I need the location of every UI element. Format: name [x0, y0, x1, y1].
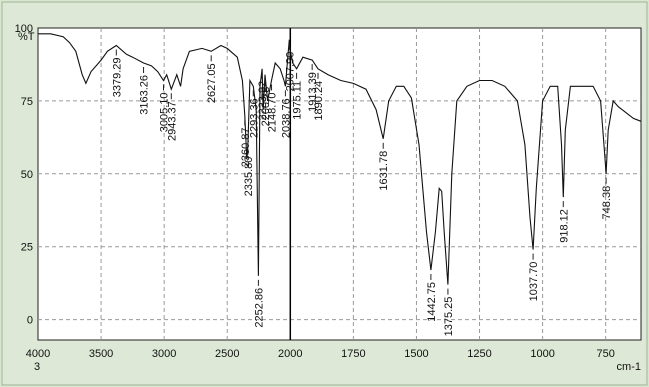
peak-label: 3379.29: [111, 57, 123, 97]
peak-label: 2038.76: [280, 98, 292, 138]
y-tick-label: 50: [21, 169, 33, 181]
x-tick-label: 2500: [215, 348, 239, 360]
peak-label: 1975.11: [292, 81, 304, 120]
peak-label: 918.12: [558, 209, 570, 243]
x-tick-label: 1250: [467, 348, 491, 360]
x-tick-label: 750: [596, 348, 614, 360]
x-tick-label: 1750: [341, 348, 365, 360]
peak-label: 3163.26: [139, 75, 151, 115]
x-tick-label: 1000: [530, 348, 554, 360]
y-tick-label: 25: [21, 242, 33, 254]
y-tick-label: 0: [27, 315, 33, 327]
x-corner-label: 3: [34, 361, 40, 373]
peak-label: 1442.75: [426, 282, 438, 322]
x-tick-label: 4000: [26, 348, 50, 360]
peak-label: 1631.78: [378, 151, 390, 191]
plot-area: [37, 27, 642, 341]
y-tick-label: 75: [21, 96, 33, 108]
spectrum-line: [38, 33, 642, 285]
peak-label: 2943.37: [166, 101, 178, 141]
peak-label: 2360.87: [240, 127, 252, 167]
x-tick-label: 3500: [89, 348, 113, 360]
peak-label: 2007.90: [284, 52, 296, 92]
peak-label: 2148.70: [267, 92, 279, 132]
peak-label: 748.38: [601, 186, 613, 220]
y-axis-label: %T: [18, 31, 35, 43]
peak-label: 2293.36: [248, 98, 260, 138]
peak-label: 2335.80: [243, 157, 255, 197]
peak-label: 3005.10: [159, 92, 171, 132]
peak-label: 2252.86: [253, 288, 265, 328]
peak-label: 1913.39: [307, 72, 319, 112]
peak-label: 1375.25: [443, 297, 455, 337]
peak-label: 2223.92: [257, 81, 269, 121]
x-tick-label: 2000: [278, 348, 302, 360]
peak-label: 2200.78: [260, 87, 272, 127]
x-tick-label: 3000: [152, 348, 176, 360]
peak-label: 1037.70: [528, 262, 540, 302]
peak-label: 1890.24: [313, 81, 325, 121]
y-tick-label: 100: [15, 23, 33, 35]
x-tick-label: 1500: [404, 348, 428, 360]
x-unit: cm-1: [617, 361, 641, 373]
peak-label: 2627.05: [206, 63, 218, 103]
